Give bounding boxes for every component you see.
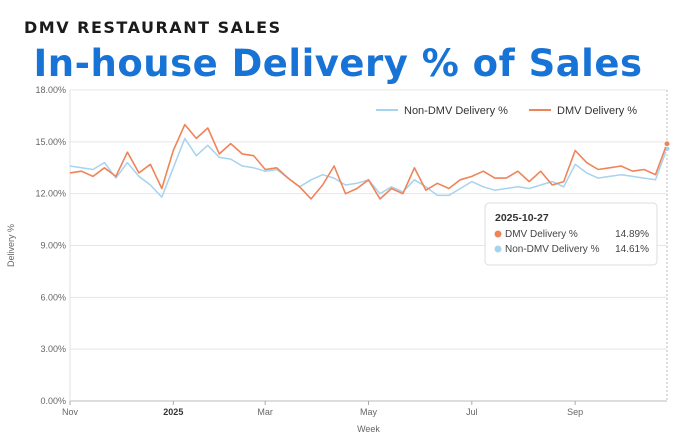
tooltip-swatch (494, 245, 502, 253)
y-tick-label: 9.00% (40, 241, 66, 251)
tooltip-series-value: 14.61% (615, 244, 649, 255)
tooltip-date: 2025-10-27 (495, 212, 549, 224)
x-tick-label: Jul (466, 407, 478, 417)
x-tick-label: Nov (62, 407, 79, 417)
series-line-non-dmv[interactable] (69, 137, 668, 198)
x-tick-label: Mar (257, 407, 273, 417)
chart-headline: In-house Delivery % of Sales (33, 42, 643, 85)
tooltip-series-name: Non-DMV Delivery % (505, 244, 600, 255)
tooltip-swatch (494, 230, 502, 238)
x-axis-title: Week (357, 424, 380, 434)
y-tick-label: 18.00% (35, 85, 66, 95)
y-tick-label: 0.00% (40, 396, 66, 406)
x-tick-label: Sep (567, 407, 583, 417)
tooltip-series-name: DMV Delivery % (505, 229, 578, 240)
y-tick-label: 6.00% (40, 292, 66, 302)
y-axis-ticks: 0.00% 3.00% 6.00% 9.00% 12.00% 15.00% 18.00% (35, 85, 66, 406)
report-kicker: DMV RESTAURANT SALES (24, 18, 282, 37)
y-tick-label: 3.00% (40, 344, 66, 354)
series-line-dmv[interactable] (69, 123, 668, 200)
x-tick-label: 2025 (163, 407, 183, 417)
tooltip-box (484, 202, 658, 266)
y-axis-title: Delivery % (6, 224, 16, 267)
series-lines[interactable] (69, 123, 671, 200)
legend[interactable]: Non-DMV Delivery % DMV Delivery % (376, 105, 637, 117)
legend-label[interactable]: DMV Delivery % (557, 105, 637, 117)
x-tick-label: May (360, 407, 378, 417)
y-tick-label: 12.00% (35, 189, 66, 199)
x-axis-ticks: Nov 2025 Mar May Jul Sep (62, 401, 583, 417)
hover-point-dmv[interactable] (663, 140, 671, 148)
hover-tooltip: 2025-10-27 DMV Delivery % 14.89% Non-DMV De… (484, 202, 658, 266)
legend-label[interactable]: Non-DMV Delivery % (404, 105, 508, 117)
tooltip-series-value: 14.89% (615, 229, 649, 240)
y-tick-label: 15.00% (35, 137, 66, 147)
